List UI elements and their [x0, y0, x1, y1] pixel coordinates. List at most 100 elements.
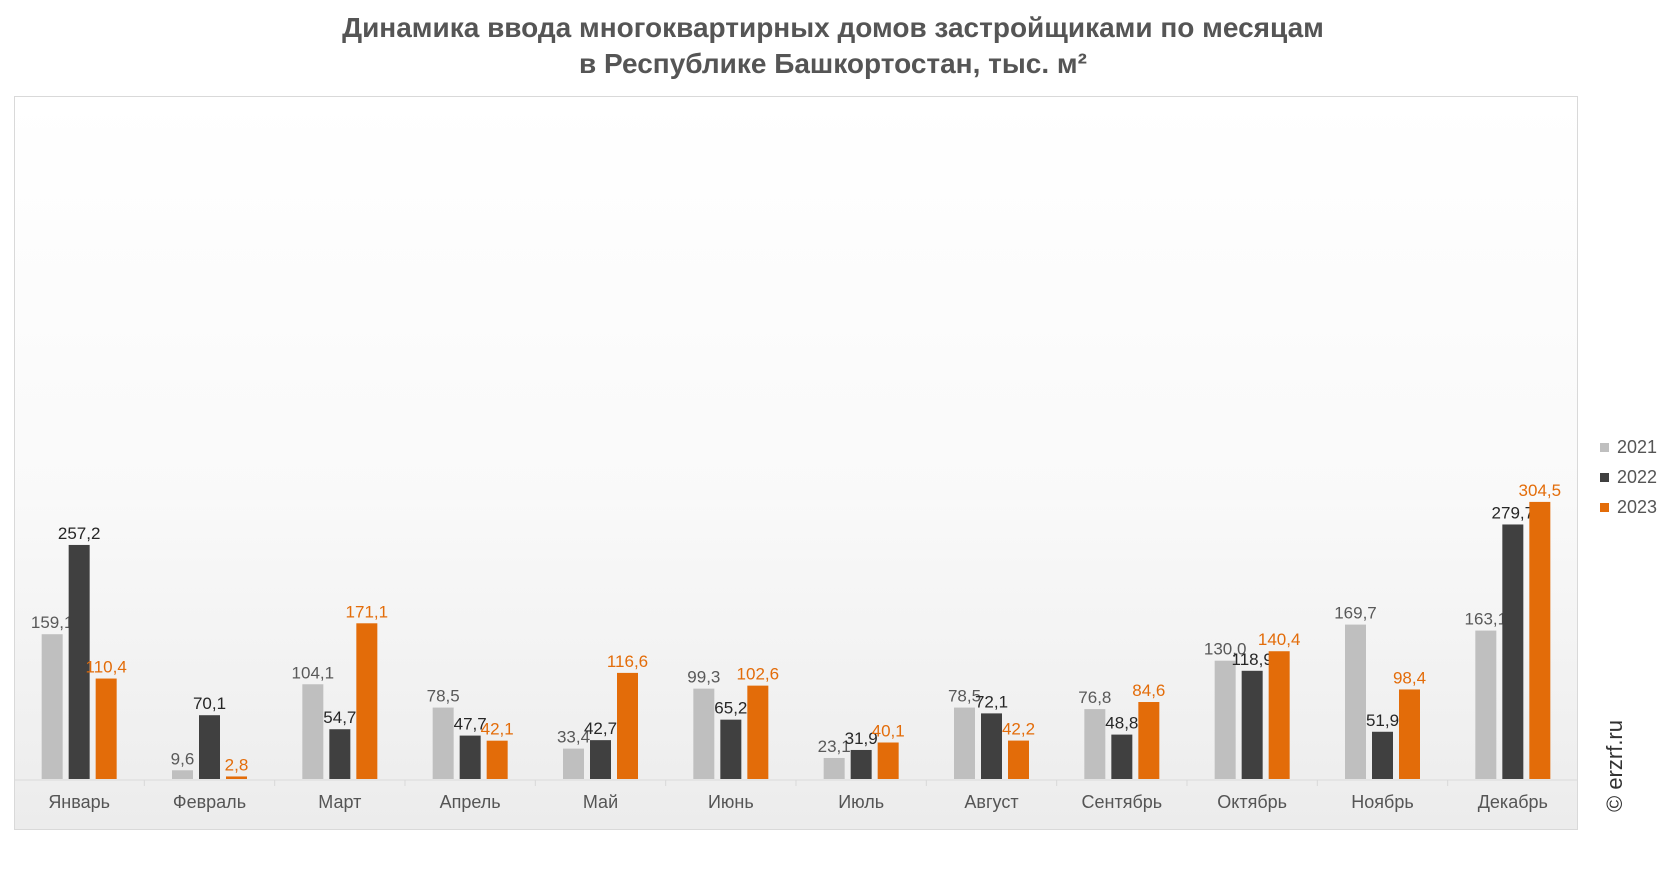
data-label-2022: 70,1: [193, 694, 226, 713]
legend-label-2021: 2021: [1617, 436, 1658, 457]
x-tick-label: Май: [583, 792, 618, 812]
watermark: © erzrf.ru: [1602, 720, 1627, 812]
data-label-2022: 72,1: [975, 692, 1008, 711]
data-label-2021: 163,1: [1465, 610, 1508, 629]
bar-2022: [1111, 734, 1133, 779]
bar-2021: [823, 757, 845, 779]
bar-2021: [302, 684, 324, 779]
data-label-2021: 9,6: [171, 749, 195, 768]
bar-2022: [981, 713, 1002, 779]
bar-2023: [617, 672, 638, 779]
bar-2022: [1241, 670, 1263, 779]
data-label-2023: 84,6: [1132, 681, 1165, 700]
x-tick-label: Июль: [838, 792, 884, 812]
data-label-2022: 279,7: [1492, 503, 1535, 522]
data-label-2022: 118,9: [1232, 650, 1273, 669]
legend-swatch-2022: [1600, 472, 1609, 482]
legend-item-2021: 2021: [1600, 432, 1657, 462]
bar-2021: [41, 634, 63, 779]
bar-2023: [226, 776, 247, 779]
legend-item-2023: 2023: [1600, 492, 1657, 522]
bar-2021: [563, 748, 584, 779]
chart-title-line1: Динамика ввода многоквартирных домов зас…: [342, 12, 1324, 43]
data-label-2021: 159,1: [31, 613, 74, 632]
bar-2023: [1529, 501, 1551, 779]
data-label-2022: 51,9: [1366, 711, 1399, 730]
x-tick-label: Ноябрь: [1351, 792, 1413, 812]
bar-2023: [877, 742, 899, 779]
legend-label-2022: 2022: [1617, 466, 1658, 487]
chart-title-line2: в Республике Башкортостан, тыс. м²: [579, 48, 1087, 79]
data-label-2021: 99,3: [687, 668, 720, 687]
x-tick-label: Октябрь: [1217, 792, 1287, 812]
bar-2022: [590, 740, 611, 779]
bar-2023: [486, 740, 508, 779]
bar-2023: [95, 678, 117, 779]
legend-item-2022: 2022: [1600, 462, 1657, 492]
data-label-2021: 33,4: [557, 728, 590, 747]
bar-2023: [1138, 702, 1160, 779]
data-label-2022: 31,9: [845, 729, 878, 748]
bar-2023: [1399, 689, 1420, 779]
x-tick-label: Март: [318, 792, 361, 812]
x-tick-label: Сентябрь: [1082, 792, 1163, 812]
x-tick-label: Январь: [48, 792, 110, 812]
data-label-2021: 78,5: [948, 687, 981, 706]
x-tick-label: Август: [964, 792, 1018, 812]
data-label-2021: 23,1: [818, 737, 851, 756]
bar-2021: [1214, 660, 1236, 779]
data-label-2023: 42,1: [481, 720, 514, 739]
data-label-2023: 116,6: [607, 652, 648, 671]
data-label-2023: 140,4: [1258, 630, 1301, 649]
data-label-2022: 257,2: [58, 524, 101, 543]
data-label-2023: 102,6: [737, 665, 780, 684]
data-label-2021: 130,0: [1204, 640, 1247, 659]
data-label-2021: 104,1: [292, 663, 335, 682]
legend: 2021 2022 2023: [1600, 432, 1657, 522]
bar-2022: [329, 729, 351, 779]
x-tick-label: Декабрь: [1478, 792, 1548, 812]
data-label-2021: 78,5: [427, 687, 460, 706]
data-label-2022: 54,7: [323, 708, 356, 727]
legend-swatch-2023: [1600, 502, 1609, 512]
data-label-2022: 65,2: [714, 699, 747, 718]
data-label-2023: 40,1: [872, 722, 905, 741]
data-label-2023: 2,8: [225, 755, 249, 774]
bar-2022: [1372, 731, 1393, 779]
data-label-2023: 42,2: [1002, 720, 1035, 739]
plot-area: [14, 96, 1578, 830]
data-label-2022: 42,7: [584, 719, 617, 738]
bar-2023: [1268, 651, 1290, 779]
bar-2022: [1502, 524, 1524, 779]
x-tick-label: Февраль: [173, 792, 246, 812]
bar-2021: [172, 770, 193, 779]
legend-label-2023: 2023: [1617, 496, 1658, 517]
bar-2021: [954, 707, 975, 779]
bar-2021: [1345, 624, 1366, 779]
data-label-2021: 169,7: [1334, 604, 1377, 623]
bar-2022: [68, 544, 90, 779]
data-label-2023: 110,4: [86, 658, 127, 677]
data-label-2023: 98,4: [1393, 668, 1426, 687]
x-tick-label: Апрель: [440, 792, 501, 812]
bar-2023: [747, 685, 769, 779]
bar-2022: [459, 735, 481, 779]
bar-2022: [850, 749, 872, 779]
data-label-2023: 304,5: [1519, 481, 1562, 500]
x-tick-label: Июнь: [708, 792, 754, 812]
bar-2022: [199, 715, 220, 779]
bar-2021: [1084, 709, 1106, 779]
bar-2021: [1475, 630, 1497, 779]
data-label-2022: 47,7: [454, 715, 487, 734]
data-label-2023: 171,1: [346, 602, 389, 621]
bar-2021: [693, 688, 715, 779]
legend-swatch-2021: [1600, 442, 1609, 452]
chart-title: Динамика ввода многоквартирных домов зас…: [0, 10, 1666, 82]
data-label-2021: 76,8: [1078, 688, 1111, 707]
bar-2021: [432, 707, 454, 779]
bar-2023: [356, 623, 378, 779]
bar-2022: [720, 719, 742, 779]
bar-2023: [1008, 740, 1029, 779]
data-label-2022: 48,8: [1105, 714, 1138, 733]
